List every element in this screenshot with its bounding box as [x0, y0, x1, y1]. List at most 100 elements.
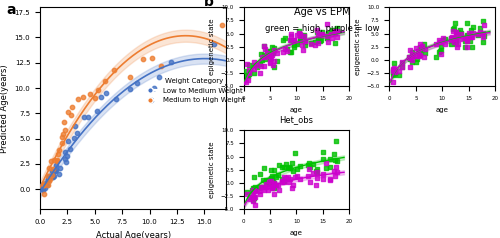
Point — [290, 45, 298, 49]
Point — [48, 169, 56, 173]
Point — [331, 29, 339, 33]
Point — [68, 105, 76, 109]
Point — [286, 177, 294, 181]
Point — [327, 33, 335, 36]
Point — [450, 37, 458, 41]
Point — [246, 195, 254, 199]
Point — [416, 50, 424, 54]
Point — [280, 179, 288, 183]
Point — [390, 72, 398, 75]
Point — [310, 43, 318, 47]
Point — [266, 57, 274, 60]
Point — [454, 30, 462, 34]
Point — [250, 198, 258, 202]
Point — [439, 36, 447, 40]
Point — [420, 47, 428, 50]
Point — [284, 166, 292, 170]
Point — [287, 34, 295, 38]
Point — [413, 54, 421, 58]
Point — [467, 35, 475, 39]
Point — [313, 28, 321, 32]
Point — [290, 43, 298, 47]
Point — [292, 167, 300, 171]
Point — [267, 52, 275, 55]
Point — [332, 41, 340, 45]
Text: b: b — [204, 0, 214, 9]
Point — [436, 40, 444, 44]
Point — [250, 188, 258, 192]
Point — [332, 165, 340, 169]
Point — [447, 42, 455, 45]
Point — [290, 38, 298, 42]
Point — [409, 54, 417, 58]
Point — [126, 75, 134, 79]
Point — [462, 21, 470, 25]
Point — [260, 178, 268, 182]
Point — [287, 50, 295, 54]
Point — [63, 154, 71, 158]
Point — [268, 176, 276, 179]
Point — [405, 55, 413, 59]
Point — [258, 185, 266, 189]
Point — [462, 33, 470, 37]
Point — [148, 56, 156, 60]
Point — [300, 43, 308, 46]
Point — [40, 192, 48, 196]
Point — [47, 159, 55, 163]
Point — [50, 169, 58, 173]
Point — [328, 29, 336, 32]
Point — [480, 23, 488, 27]
Text: a: a — [6, 3, 16, 17]
Point — [332, 139, 340, 143]
Point — [432, 42, 440, 45]
X-axis label: Actual Age(years): Actual Age(years) — [96, 231, 170, 238]
Point — [420, 51, 428, 55]
Point — [324, 40, 332, 44]
Point — [416, 42, 424, 46]
Point — [146, 98, 154, 101]
Point — [323, 36, 331, 40]
Point — [432, 55, 440, 59]
Point — [40, 188, 48, 192]
Point — [64, 139, 72, 143]
Point — [300, 33, 308, 37]
Point — [441, 37, 449, 41]
Point — [480, 31, 488, 35]
Point — [48, 173, 56, 177]
Point — [302, 40, 310, 44]
Point — [333, 35, 341, 38]
Point — [250, 185, 258, 189]
Point — [276, 163, 283, 167]
Point — [334, 170, 342, 174]
Point — [288, 32, 296, 36]
Point — [396, 73, 404, 77]
Point — [242, 69, 250, 73]
Point — [452, 45, 460, 49]
Point — [274, 174, 281, 177]
Point — [126, 87, 134, 91]
Point — [398, 65, 406, 69]
Point — [307, 42, 315, 46]
Point — [314, 170, 322, 174]
Point — [296, 39, 304, 42]
Point — [466, 39, 474, 43]
Y-axis label: epigenetic state: epigenetic state — [354, 19, 360, 75]
Point — [91, 96, 99, 100]
Point — [242, 80, 250, 84]
Point — [286, 39, 294, 42]
Point — [50, 169, 58, 173]
Point — [257, 52, 265, 56]
Point — [274, 183, 281, 187]
Point — [293, 42, 301, 46]
Y-axis label: Predicted Age(years): Predicted Age(years) — [0, 64, 9, 153]
Point — [250, 195, 258, 199]
Point — [447, 38, 455, 41]
Point — [296, 34, 304, 38]
Point — [296, 36, 304, 40]
Point — [260, 53, 268, 56]
Point — [55, 148, 63, 152]
Point — [50, 158, 58, 161]
Point — [260, 185, 268, 189]
Point — [405, 55, 413, 59]
Point — [334, 29, 342, 33]
